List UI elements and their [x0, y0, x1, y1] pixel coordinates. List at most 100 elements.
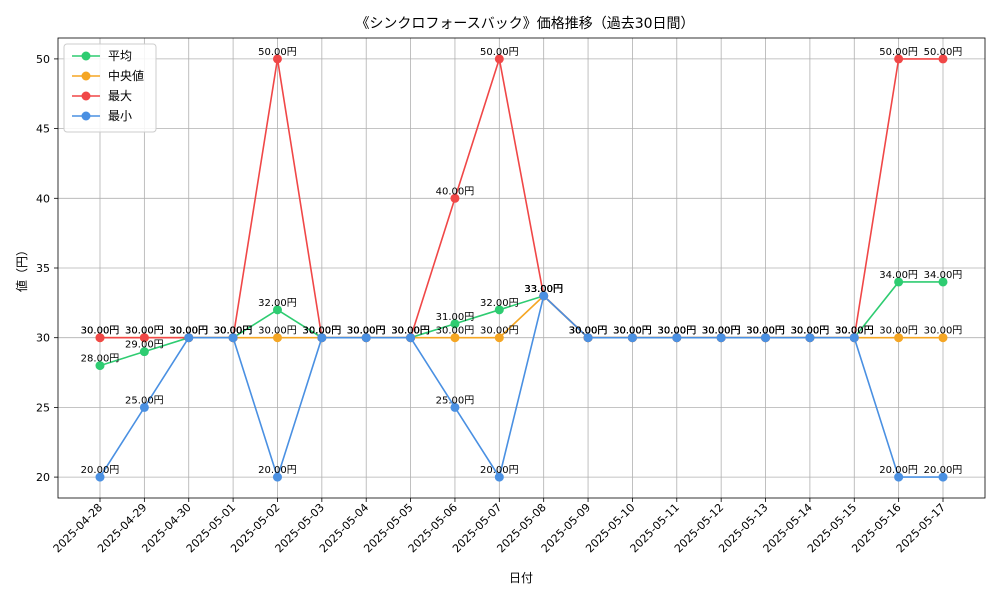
data-label: 30.00円	[702, 326, 741, 337]
data-point	[95, 333, 105, 343]
data-point	[361, 333, 371, 343]
data-label: 30.00円	[125, 326, 164, 337]
data-label: 30.00円	[924, 326, 963, 337]
data-label: 34.00円	[879, 270, 918, 281]
data-point	[938, 54, 948, 64]
data-label: 29.00円	[125, 340, 164, 351]
data-point	[716, 333, 726, 343]
data-label: 30.00円	[347, 326, 386, 337]
data-point	[849, 333, 859, 343]
y-tick-label: 30	[36, 332, 50, 345]
data-point	[894, 54, 904, 64]
data-label: 30.00円	[391, 326, 430, 337]
data-label: 30.00円	[258, 326, 297, 337]
data-point	[761, 333, 771, 343]
data-label: 30.00円	[835, 326, 874, 337]
data-label: 40.00円	[436, 186, 475, 197]
data-label: 30.00円	[169, 326, 208, 337]
data-point	[228, 333, 238, 343]
data-point	[672, 333, 682, 343]
data-label: 30.00円	[569, 326, 608, 337]
data-point	[95, 472, 105, 482]
data-point	[894, 333, 904, 343]
data-point	[938, 277, 948, 287]
data-label: 30.00円	[214, 326, 253, 337]
data-label: 20.00円	[480, 465, 519, 476]
data-label: 30.00円	[657, 326, 696, 337]
data-point	[494, 333, 504, 343]
data-label: 30.00円	[303, 326, 342, 337]
data-label: 30.00円	[391, 326, 430, 337]
data-label: 30.00円	[347, 326, 386, 337]
legend-box	[63, 43, 157, 133]
legend-marker	[81, 111, 91, 121]
chart-title: 《シンクロフォースバック》価格推移（過去30日間）	[355, 16, 694, 32]
data-point	[583, 333, 593, 343]
data-label: 20.00円	[879, 465, 918, 476]
data-label: 20.00円	[81, 465, 120, 476]
data-point	[139, 347, 149, 357]
data-label: 50.00円	[879, 47, 918, 58]
data-label: 30.00円	[391, 326, 430, 337]
data-label: 30.00円	[746, 326, 785, 337]
data-label: 33.00円	[524, 284, 563, 295]
data-label: 30.00円	[214, 326, 253, 337]
data-label: 30.00円	[657, 326, 696, 337]
data-point	[539, 291, 549, 301]
data-label: 30.00円	[303, 326, 342, 337]
data-point	[139, 333, 149, 343]
data-point	[494, 305, 504, 315]
data-point	[938, 472, 948, 482]
data-label: 30.00円	[746, 326, 785, 337]
data-label: 30.00円	[657, 326, 696, 337]
y-tick-label: 35	[36, 262, 50, 275]
data-label: 30.00円	[169, 326, 208, 337]
data-point	[894, 472, 904, 482]
data-label: 32.00円	[258, 298, 297, 309]
data-label: 30.00円	[480, 326, 519, 337]
data-point	[406, 333, 416, 343]
y-axis-label: 値（円）	[14, 244, 29, 292]
data-label: 30.00円	[657, 326, 696, 337]
data-label: 25.00円	[436, 395, 475, 406]
data-label: 20.00円	[924, 465, 963, 476]
data-label: 50.00円	[480, 47, 519, 58]
data-label: 30.00円	[702, 326, 741, 337]
data-point	[450, 402, 460, 412]
data-label: 30.00円	[746, 326, 785, 337]
data-label: 30.00円	[347, 326, 386, 337]
series-layer	[95, 54, 948, 482]
data-label: 30.00円	[303, 326, 342, 337]
grid	[58, 38, 985, 498]
data-label: 30.00円	[835, 326, 874, 337]
data-point	[272, 54, 282, 64]
data-point	[184, 333, 194, 343]
data-label: 30.00円	[569, 326, 608, 337]
data-label: 30.00円	[835, 326, 874, 337]
data-label: 30.00円	[81, 326, 120, 337]
legend-label: 平均	[108, 49, 132, 63]
data-label: 30.00円	[81, 326, 120, 337]
data-label: 30.00円	[125, 326, 164, 337]
data-label: 30.00円	[791, 326, 830, 337]
data-label: 30.00円	[303, 326, 342, 337]
data-label: 30.00円	[702, 326, 741, 337]
data-point	[450, 193, 460, 203]
data-point	[450, 319, 460, 329]
data-point	[494, 472, 504, 482]
data-point	[938, 333, 948, 343]
data-label: 34.00円	[924, 270, 963, 281]
legend-label: 最小	[108, 109, 132, 123]
y-tick-label: 25	[36, 401, 50, 414]
data-label: 30.00円	[613, 326, 652, 337]
data-label: 30.00円	[391, 326, 430, 337]
y-tick-label: 45	[36, 123, 50, 136]
data-label: 30.00円	[835, 326, 874, 337]
data-label: 28.00円	[81, 354, 120, 365]
data-label: 33.00円	[524, 284, 563, 295]
y-axis-ticks: 20 25 30 35 40 45 50	[36, 53, 58, 484]
data-label: 30.00円	[613, 326, 652, 337]
x-axis-label: 日付	[509, 571, 533, 585]
series-line	[99, 294, 943, 480]
